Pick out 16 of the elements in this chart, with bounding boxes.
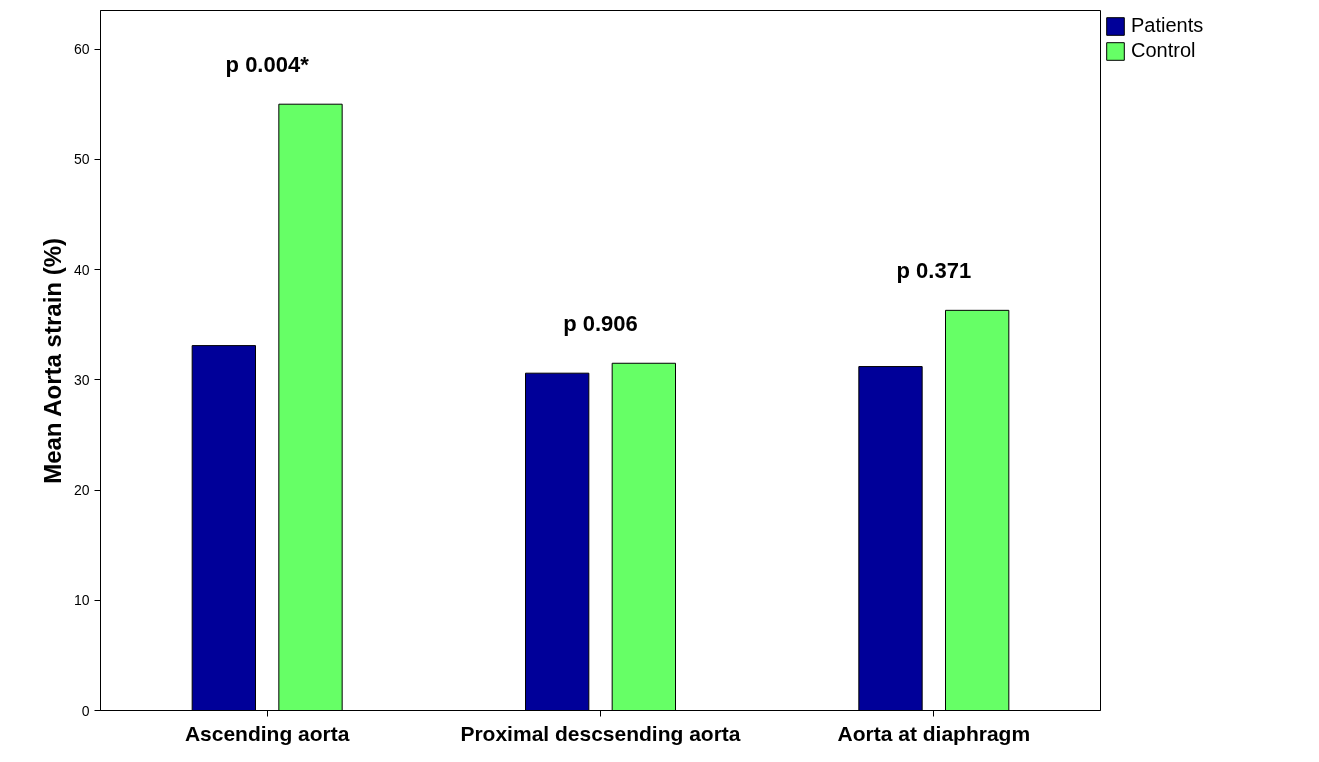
y-tick-label: 20 <box>73 482 90 499</box>
annotation: p 0.906 <box>563 310 638 336</box>
x-tick-label: Proximal descsending aorta <box>460 721 741 745</box>
y-tick-label: 40 <box>73 261 90 278</box>
x-tick-label: Aorta at diaphragm <box>837 721 1031 745</box>
x-tick-label: Ascending aorta <box>184 721 350 745</box>
y-tick-label: 10 <box>73 592 90 609</box>
y-axis-title: Mean Aorta strain (%) <box>38 238 66 484</box>
y-tick-label: 0 <box>81 702 90 719</box>
legend-label: Control <box>1131 39 1196 62</box>
y-tick-label: 50 <box>73 151 90 168</box>
legend-label: Patients <box>1131 14 1204 37</box>
y-tick-label: 30 <box>73 371 90 388</box>
annotation: p 0.371 <box>896 257 972 283</box>
annotation: p 0.004* <box>225 51 310 77</box>
y-tick-label: 60 <box>73 41 90 58</box>
